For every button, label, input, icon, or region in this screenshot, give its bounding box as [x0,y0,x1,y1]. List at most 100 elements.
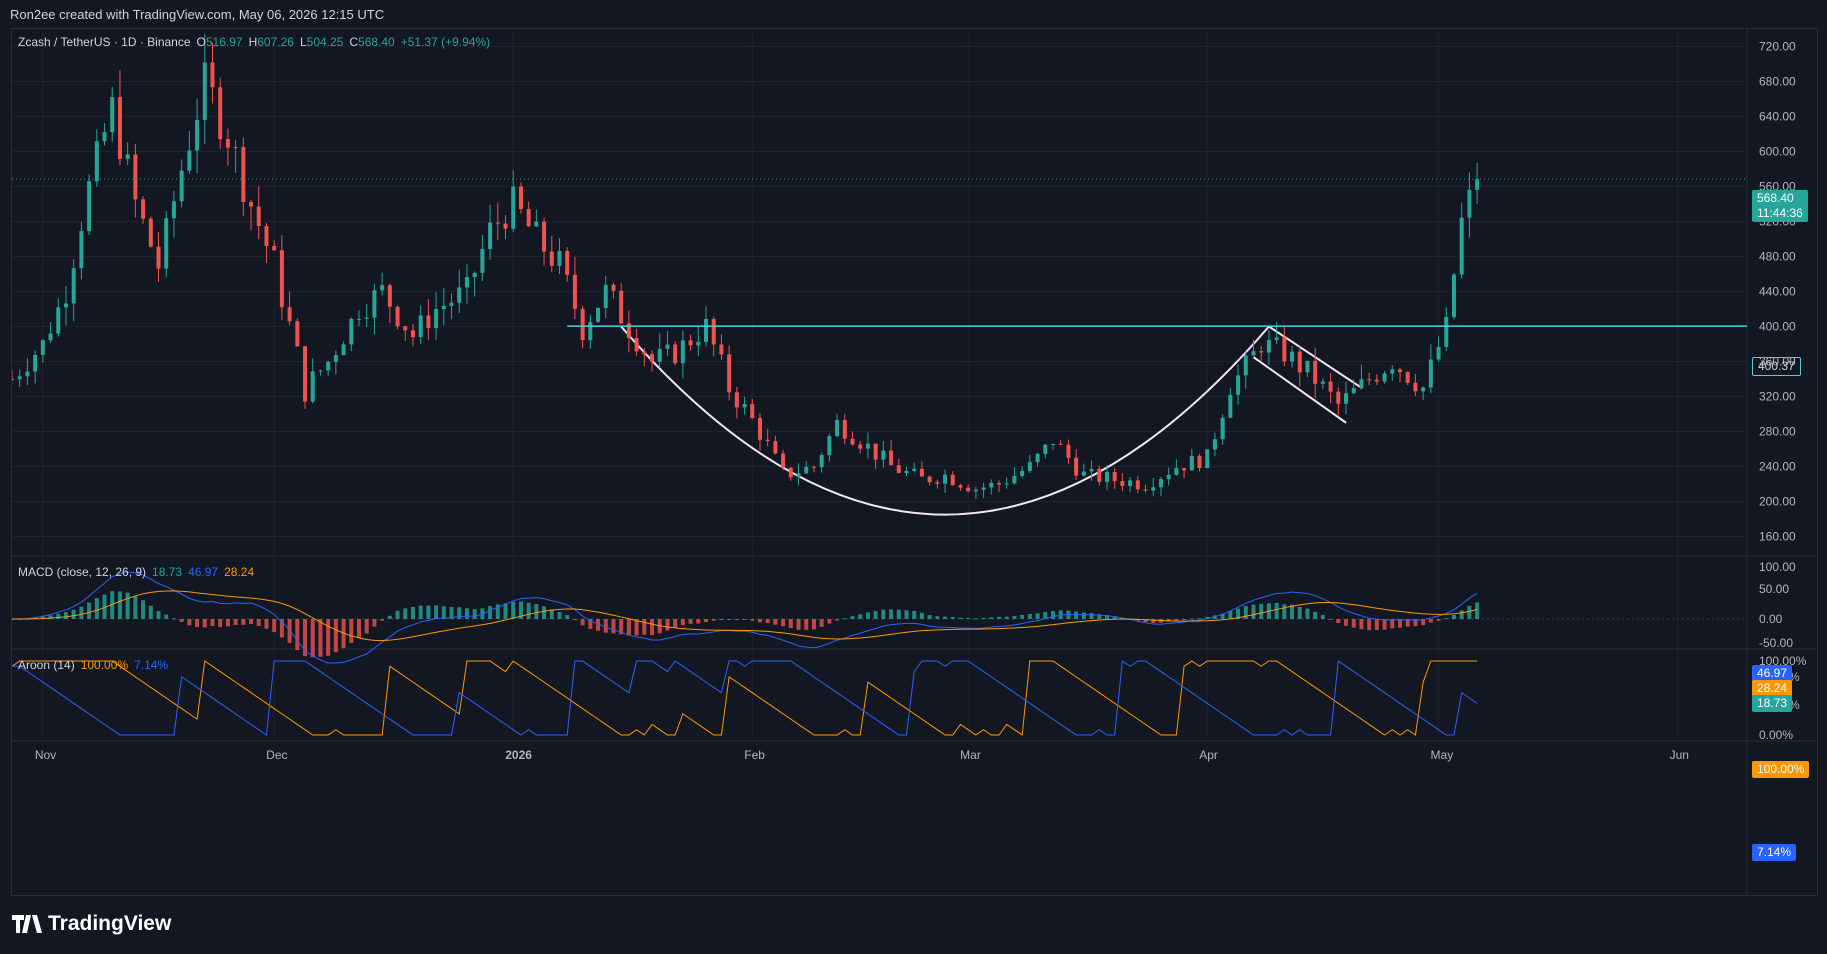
high-label: H [248,35,258,49]
candle-body [1189,455,1194,471]
aroon-down-badge: 7.14% [1752,844,1797,861]
candle-body [518,186,523,209]
aroon-down-line [12,660,1478,736]
macd-histogram-bar [179,619,184,622]
candle-body [1274,337,1279,341]
candle-body [17,376,22,380]
chart-canvas[interactable]: 720.00680.00640.00600.00560.00520.00480.… [12,29,1817,895]
aroon-label: Aroon (14) [18,658,75,672]
macd-histogram-bar [71,609,76,619]
candle-body [704,318,708,342]
candle-body [773,441,778,454]
macd-histogram-bar [1143,619,1148,623]
price-tick-label: 160.00 [1759,530,1796,544]
low-label: L [299,35,307,49]
candle-body [71,268,76,304]
candle-body [1259,351,1264,353]
macd-histogram-bar [1012,615,1017,619]
macd-histogram-bar [133,596,138,619]
macd-histogram-bar [1020,614,1025,619]
candle-body [1359,379,1364,389]
macd-histogram-bar [1421,619,1426,626]
candle-body [1066,444,1071,458]
candle-body [596,307,601,322]
macd-histogram-bar [426,605,431,619]
macd-tick-label: -50.00 [1759,636,1793,650]
candle-body [225,139,230,148]
high-value: 607.26 [257,35,294,49]
macd-histogram-bar [1436,619,1441,621]
candle-body [256,206,261,227]
candle-body [1243,355,1248,376]
time-tick-label: Feb [744,748,765,762]
macd-histogram-bar [249,619,254,624]
candle-body [850,438,855,445]
macd-histogram-bar [727,619,732,620]
macd-histogram-bar [1374,619,1379,630]
candle-body [1328,381,1333,392]
candle-body [441,305,446,310]
candle-body [210,62,215,88]
macd-histogram-bar [1475,602,1480,619]
candle-body [1351,388,1356,394]
macd-histogram-bar [542,606,547,619]
candle-body [1436,346,1441,360]
macd-histogram-bar [472,609,477,619]
candle-body [125,154,130,159]
candle-body [40,340,45,355]
candle-body [164,218,169,269]
macd-histogram-bar [757,619,762,623]
candle-body [626,323,631,338]
low-value: 504.25 [306,35,344,49]
candle-body [526,208,531,227]
candle-body [1305,360,1310,373]
candle-body [33,354,38,372]
macd-histogram-bar [287,619,292,643]
macd-histogram-bar [943,616,948,619]
aroon-legend: Aroon (14) 100.00% 7.14% [18,658,174,672]
candle-body [403,326,408,331]
candle-body [565,250,570,275]
macd-histogram-bar [1081,612,1086,619]
macd-histogram-bar [256,619,261,626]
close-value: 568.40 [358,35,395,49]
candle-body [811,466,816,468]
candle-body [611,284,616,291]
candle-body [804,466,809,474]
last-price-badge: 568.40 11:44:36 [1752,190,1808,222]
macd-v3: 28.24 [224,565,255,579]
tradingview-logo-icon [12,915,42,933]
candle-body [781,453,786,468]
macd-histogram-bar [997,616,1002,619]
macd-histogram-bar [781,619,786,627]
chart-frame[interactable]: 720.00680.00640.00600.00560.00520.00480.… [11,28,1818,896]
macd-histogram-bar [1074,611,1079,619]
candle-body [796,473,801,478]
tradingview-logo[interactable]: TradingView [12,912,171,936]
change-value: +51.37 (+9.94%) [400,35,491,49]
macd-v1: 18.73 [152,565,183,579]
candle-body [295,321,300,347]
candle-body [1320,381,1325,384]
macd-histogram-bar [734,619,739,620]
candle-body [1367,379,1372,381]
macd-histogram-bar [619,619,624,635]
macd-histogram-bar [349,619,354,643]
candle-body [87,181,92,232]
candle-body [989,482,994,488]
candle-body [110,97,115,133]
macd-histogram-bar [1035,613,1040,619]
macd-histogram-bar [110,591,115,619]
macd-histogram-bar [811,619,816,630]
macd-histogram-bar [1359,619,1364,630]
candle-body [1020,470,1025,476]
macd-histogram-bar [1398,619,1402,628]
price-tick-label: 600.00 [1759,145,1796,159]
macd-histogram-bar [1336,619,1341,624]
candle-body [1236,375,1241,395]
candle-body [357,318,361,320]
macd-histogram-bar [835,619,840,621]
macd-histogram-bar [711,619,716,621]
macd-histogram-bar [488,606,493,619]
candle-body [79,231,84,269]
